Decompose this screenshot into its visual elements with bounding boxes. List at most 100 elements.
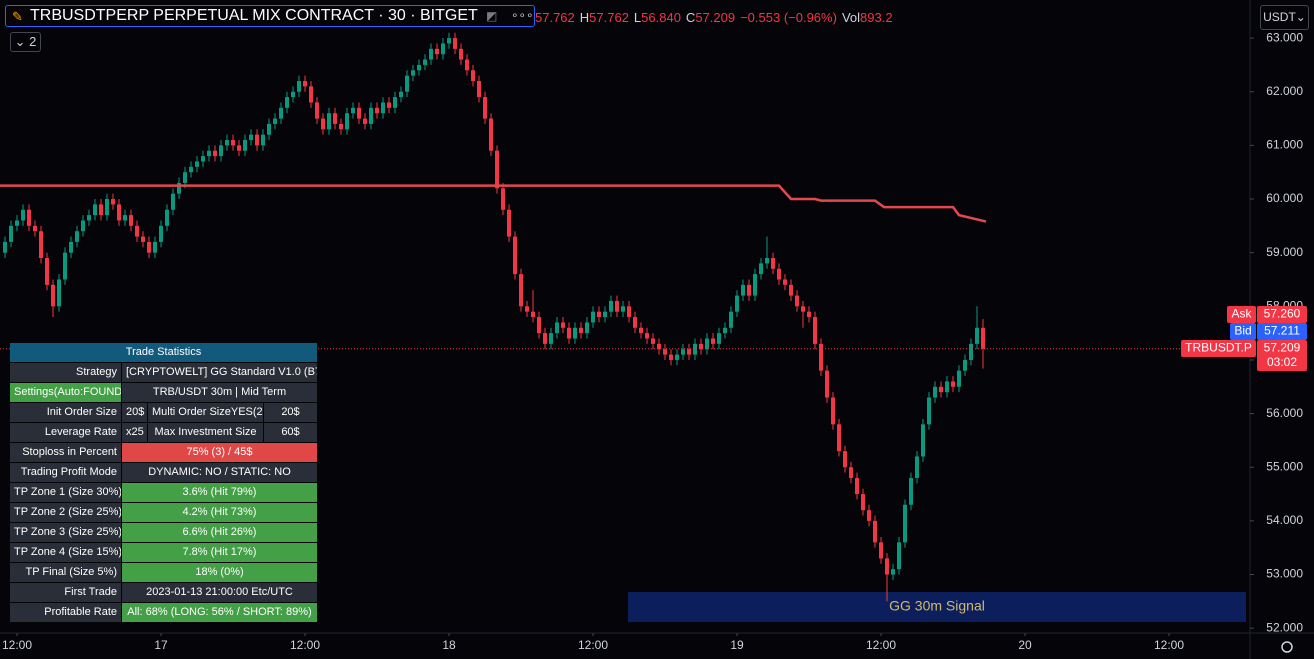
- symbol-box[interactable]: TRBUSDTPERP PERPETUAL MIX CONTRACT · 30 …: [5, 5, 535, 27]
- candle-body: [734, 295, 739, 312]
- candle-body: [608, 300, 613, 312]
- candle-body: [422, 59, 427, 65]
- symbol-label: TRBUSDT.P: [1185, 341, 1252, 355]
- table-cell: TP Final (Size 5%): [10, 563, 121, 582]
- candle-body: [812, 317, 817, 344]
- table-cell: x25: [122, 423, 147, 442]
- currency-select[interactable]: USDT⌄: [1260, 5, 1309, 30]
- candle-body: [932, 386, 937, 398]
- ask-price-bg: [1257, 306, 1307, 323]
- candle-body: [836, 424, 841, 452]
- candle-body: [980, 327, 985, 349]
- settings-icon[interactable]: [1281, 641, 1293, 653]
- indicator-line: [0, 184, 987, 223]
- candle-body: [896, 542, 901, 570]
- candle-body: [644, 333, 649, 339]
- ohlc-item: Vol893.2: [842, 10, 893, 25]
- candle-body: [542, 333, 547, 344]
- candle-body: [824, 370, 829, 398]
- candle-body: [350, 107, 355, 114]
- candle-body: [614, 300, 619, 312]
- candle-body: [236, 145, 241, 151]
- x-tick-label: 12:00: [290, 638, 320, 652]
- table-cell: 18% (0%): [122, 563, 317, 582]
- table-title: Trade Statistics: [10, 343, 317, 362]
- ohlc-item: H57.762: [580, 10, 629, 25]
- candle-body: [38, 231, 43, 259]
- candle-body: [392, 97, 397, 108]
- candle-body: [410, 70, 415, 76]
- candle-body: [878, 542, 883, 559]
- candle-body: [326, 113, 331, 130]
- candle-body: [56, 279, 61, 307]
- y-tick-label: 59.000: [1266, 245, 1303, 259]
- candle-body: [560, 322, 565, 328]
- ohlc-label: Vol: [841, 10, 861, 25]
- candle-body: [626, 306, 631, 318]
- candle-body: [176, 182, 181, 194]
- candle-body: [218, 145, 223, 157]
- candle-body: [536, 317, 541, 334]
- ohlc-value: −0.553 (−0.96%): [740, 10, 837, 25]
- candle-body: [968, 343, 973, 360]
- table-cell: 75% (3) / 45$: [122, 443, 317, 462]
- y-tick-label: 52.000: [1266, 620, 1303, 634]
- candle-body: [926, 397, 931, 425]
- candle-body: [290, 91, 295, 98]
- candle-body: [788, 284, 793, 296]
- x-tick-label: 12:00: [2, 638, 32, 652]
- candle-body: [914, 456, 919, 478]
- signal-label: GG 30m Signal: [889, 598, 985, 614]
- candle-body: [890, 569, 895, 575]
- candle-body: [278, 107, 283, 119]
- y-tick-label: 62.000: [1266, 84, 1303, 98]
- table-cell: All: 68% (LONG: 56% / SHORT: 89%): [122, 603, 317, 622]
- candle-body: [368, 107, 373, 124]
- candle-body: [170, 193, 175, 210]
- symbol-icon: ✎: [12, 9, 23, 24]
- candle-body: [818, 343, 823, 371]
- indicator-toggle[interactable]: ⌄ 2: [10, 32, 41, 52]
- candle-body: [458, 48, 463, 60]
- candle-body: [110, 199, 115, 205]
- candle-body: [740, 284, 745, 296]
- candle-body: [254, 134, 259, 146]
- ohlc-label: H: [579, 10, 590, 25]
- candle-body: [692, 343, 697, 355]
- table-cell: [CRYPTOWELT] GG Standard V1.0 (B71): [122, 363, 317, 382]
- candle-body: [620, 306, 625, 312]
- candle-body: [668, 354, 673, 360]
- candle-body: [380, 102, 385, 114]
- indicator-count: 2: [29, 34, 37, 49]
- candle-body: [578, 327, 583, 334]
- hide-icon[interactable]: ◩: [486, 9, 498, 23]
- candle-body: [164, 209, 169, 226]
- candle-body: [686, 349, 691, 355]
- candle-body: [8, 225, 13, 242]
- table-cell: DYNAMIC: NO / STATIC: NO: [122, 463, 317, 482]
- candle-body: [716, 333, 721, 344]
- x-tick-label: 12:00: [866, 638, 896, 652]
- candle-body: [182, 172, 187, 183]
- candle-body: [416, 64, 421, 71]
- candle-body: [20, 209, 25, 221]
- candle-body: [356, 107, 361, 119]
- candle-body: [464, 59, 469, 71]
- candle-body: [848, 467, 853, 478]
- candle-body: [476, 81, 481, 98]
- table-cell: 20$: [122, 403, 147, 422]
- more-icon[interactable]: ∘∘∘: [511, 8, 534, 22]
- candle-body: [428, 48, 433, 60]
- ohlc-value: 893.2: [860, 10, 893, 25]
- candle-body: [224, 140, 229, 146]
- ask-price: 57.260: [1264, 307, 1301, 321]
- candle-body: [158, 225, 163, 242]
- y-tick-label: 54.000: [1266, 513, 1303, 527]
- y-tick-label: 55.000: [1266, 459, 1303, 473]
- candle-body: [758, 263, 763, 275]
- candle-body: [50, 284, 55, 307]
- candle-body: [662, 349, 667, 355]
- candle-body: [908, 477, 913, 505]
- candle-body: [188, 166, 193, 173]
